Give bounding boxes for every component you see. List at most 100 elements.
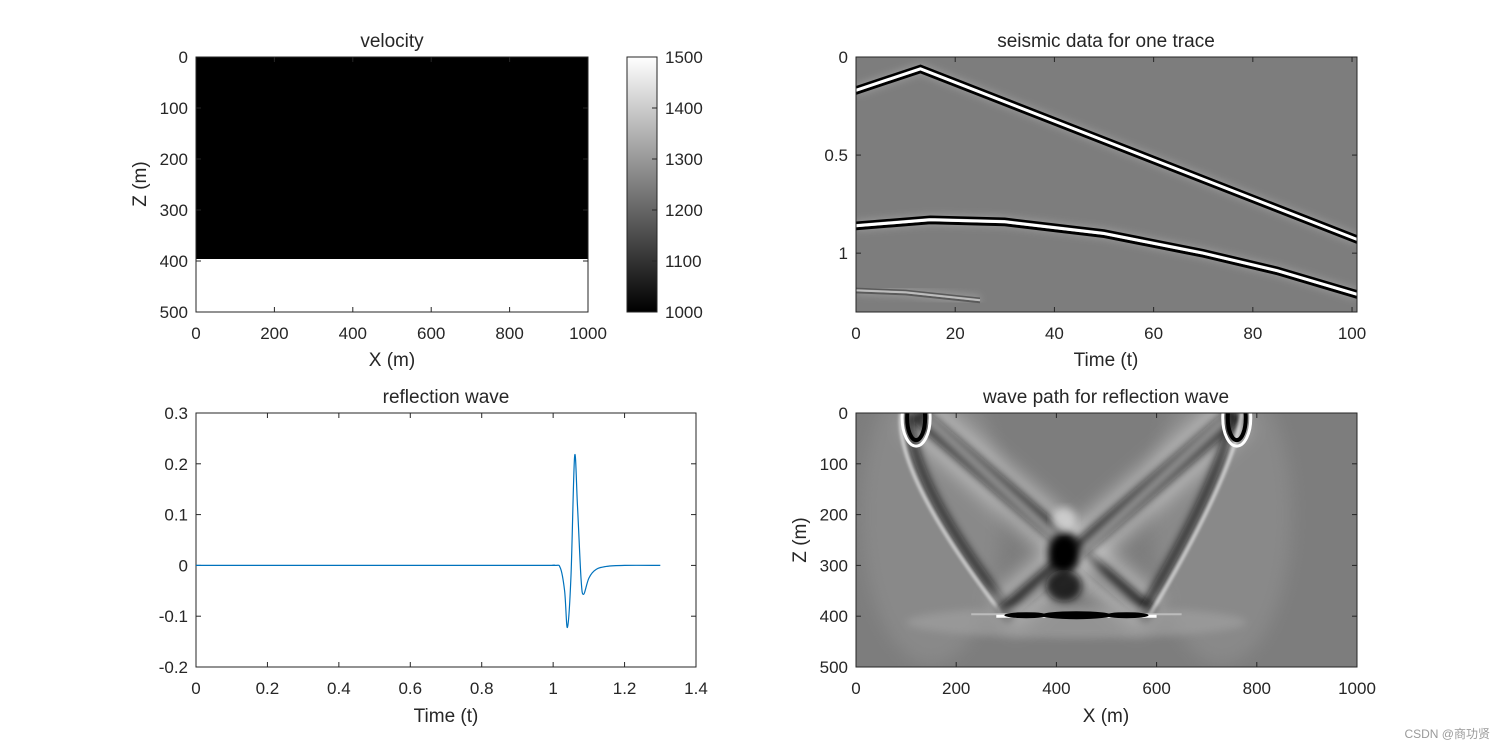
colorbar-tick-label: 1100 [665,252,702,271]
seismic-events [856,63,1357,305]
x-tick-label: 800 [1243,679,1271,698]
reflection-y-ticks: 0.3 0.2 0.1 0 -0.1 -0.2 [159,404,696,677]
y-tick-label: 0.3 [164,404,188,423]
seismic-x-ticks: 0 20 40 60 80 100 [851,57,1366,343]
colorbar-ticks: 1500 1400 1300 1200 1100 1000 [652,48,703,322]
y-tick-label: 100 [160,99,188,118]
x-tick-label: 1.2 [613,679,637,698]
x-tick-label: 200 [260,324,288,343]
wave-path-y-ticks: 0 100 200 300 400 500 [820,404,1357,677]
y-tick-label: 0.1 [164,506,188,525]
wave-path-axes-box [855,412,1358,668]
x-tick-label: 100 [1338,324,1366,343]
y-tick-label: 0 [839,404,848,423]
x-tick-label: 0 [191,679,200,698]
reflection-wave-line [196,453,661,629]
crossing-bright [1051,507,1076,532]
x-tick-label: 800 [495,324,523,343]
y-tick-label: 0.2 [164,455,188,474]
beam-right-down-outer-white [1147,413,1244,618]
beam-left-down-outer-lobe [906,413,1017,619]
y-tick-label: 0 [179,48,188,67]
source-arc-white [900,413,932,448]
event-trough-upper [856,64,1357,238]
reflection-wave-axes-box [195,412,697,668]
x-tick-label: 80 [1243,324,1262,343]
seismic-axes-box [855,56,1358,313]
crossing-lower [1045,569,1082,602]
y-tick-label: 400 [160,252,188,271]
velocity-x-ticks: 0 200 400 600 800 1000 [191,57,607,343]
reflector-halo [906,606,1247,639]
y-tick-label: -0.1 [159,607,188,626]
event-peak [856,289,981,302]
x-tick-label: 0 [851,679,860,698]
colorbar-tick-label: 1500 [665,48,703,67]
beam-left-down-outer-white [898,413,1006,618]
x-tick-label: 0.6 [398,679,422,698]
x-tick-label: 0.8 [470,679,494,698]
velocity-panel: velocity 0 200 400 600 800 1000 0 100 200 300 400… [130,31,703,371]
velocity-y-ticks: 0 100 200 300 400 500 [160,48,588,322]
seismic-panel: seismic data for one trace 0 20 40 60 80 100 … [824,31,1366,371]
x-tick-label: 600 [1142,679,1170,698]
wave-path-image [861,413,1292,665]
event-trough [856,291,981,304]
colorbar [626,56,658,313]
y-tick-label: 500 [820,658,848,677]
event-peak [856,67,1357,241]
y-tick-label: 0 [179,556,188,575]
y-tick-label: 100 [820,455,848,474]
x-tick-label: 0 [191,324,200,343]
crossing-core [1047,532,1080,573]
x-tick-label: 60 [1144,324,1163,343]
source-arc-black [905,413,928,443]
y-tick-label: 300 [820,556,848,575]
x-tick-label: 0.4 [327,679,351,698]
reflector-left-trough [1004,612,1049,619]
wave-path-y-label: Z (m) [790,517,811,562]
wave-path-panel: wave path for reflection wave 0 200 400 600… [790,387,1376,727]
watermark: CSDN @商功贤 [1404,726,1490,741]
y-tick-label: 300 [160,201,188,220]
y-tick-label: 1 [839,244,848,263]
event-trough [856,70,1357,244]
y-tick-label: 200 [820,506,848,525]
x-tick-label: 1 [548,679,557,698]
velocity-y-label: Z (m) [130,161,151,206]
x-tick-label: 400 [1042,679,1070,698]
x-tick-label: 1.4 [684,679,708,698]
reflector-center-trough [1040,611,1113,620]
reflection-x-ticks: 0 0.2 0.4 0.6 0.8 1 1.2 1.4 [191,413,708,698]
x-tick-label: 1000 [569,324,607,343]
seismic-x-label: Time (t) [1074,350,1139,371]
wave-path-title: wave path for reflection wave [982,387,1229,408]
velocity-layer-high [196,259,588,312]
colorbar-tick-label: 1400 [665,99,703,118]
velocity-title: velocity [360,31,424,52]
wave-path-x-ticks: 0 200 400 600 800 1000 [851,413,1376,698]
event-trough [856,221,1357,299]
beam-left-white [922,414,1145,620]
wave-path-x-label: X (m) [1083,706,1129,727]
colorbar-tick-label: 1000 [665,303,703,322]
reflection-x-label: Time (t) [414,706,479,727]
x-tick-label: 0 [851,324,860,343]
y-tick-label: 0 [839,48,848,67]
y-tick-label: 500 [160,303,188,322]
x-tick-label: 0.2 [256,679,280,698]
x-tick-label: 40 [1045,324,1064,343]
velocity-axes-box [195,56,589,313]
y-tick-label: -0.2 [159,658,188,677]
seismic-y-ticks: 00.51 [824,48,1357,263]
reflector-right-trough [1104,612,1149,619]
y-tick-label: 200 [160,150,188,169]
y-tick-label: 400 [820,607,848,626]
receiver-arc-black [1225,413,1248,443]
colorbar-tick-label: 1300 [665,150,703,169]
velocity-x-label: X (m) [369,350,415,371]
x-tick-label: 400 [339,324,367,343]
event-trough-upper [856,215,1357,293]
x-tick-label: 600 [417,324,445,343]
